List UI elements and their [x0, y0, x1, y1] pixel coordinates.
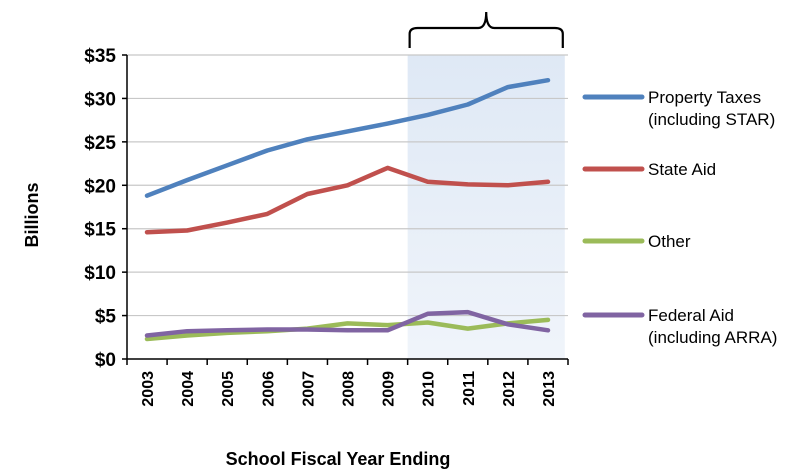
series-line: [144, 309, 551, 338]
series-line: [144, 165, 551, 235]
x-tick-label: 2007: [300, 371, 317, 407]
x-tick-label: 2006: [260, 371, 277, 407]
y-tick-label: $5: [95, 307, 117, 328]
x-tick-label: 2005: [220, 371, 237, 407]
y-tick-label: $35: [84, 46, 116, 67]
legend-label: (including ARRA): [648, 328, 777, 347]
x-tick-label: 2003: [140, 371, 157, 407]
y-tick-label: $30: [84, 89, 116, 110]
y-tick-labels: $0 $5 $10 $15 $20 $25 $30 $35: [84, 46, 116, 371]
series-line: [144, 317, 551, 342]
highlight-brace: [408, 11, 564, 48]
x-tick-label: 2011: [461, 371, 478, 406]
x-tick-label: 2012: [501, 371, 518, 407]
highlight-band: [407, 55, 565, 359]
legend-label: Other: [648, 232, 691, 251]
legend: Property Taxes (including STAR) State Aid O…: [582, 88, 777, 347]
y-tick-label: $20: [84, 176, 116, 197]
highlight-band-group: [407, 11, 565, 359]
y-tick-label: $10: [84, 263, 116, 284]
series-line: [144, 77, 551, 198]
x-tick-label: 2013: [541, 371, 558, 407]
y-tick-label: $25: [84, 133, 116, 154]
axes: [122, 54, 569, 365]
legend-label: (including STAR): [648, 110, 775, 129]
x-tick-label: 2004: [180, 371, 197, 407]
legend-label: Property Taxes: [648, 88, 761, 107]
series-lines: [144, 77, 551, 342]
x-tick-label: 2010: [421, 371, 438, 407]
y-tick-label: $15: [84, 220, 116, 241]
x-tick-label: 2009: [381, 371, 398, 407]
y-tick-label: $0: [95, 350, 116, 371]
y-axis-title: Billions: [22, 182, 42, 247]
legend-label: State Aid: [648, 160, 716, 179]
legend-label: Federal Aid: [648, 306, 734, 325]
x-tick-label: 2008: [341, 371, 358, 407]
x-axis-title: School Fiscal Year Ending: [226, 449, 451, 469]
x-tick-labels: 2003 2004 2005 2006 2007 2008 2009 2010 2011 2012…: [140, 371, 558, 407]
